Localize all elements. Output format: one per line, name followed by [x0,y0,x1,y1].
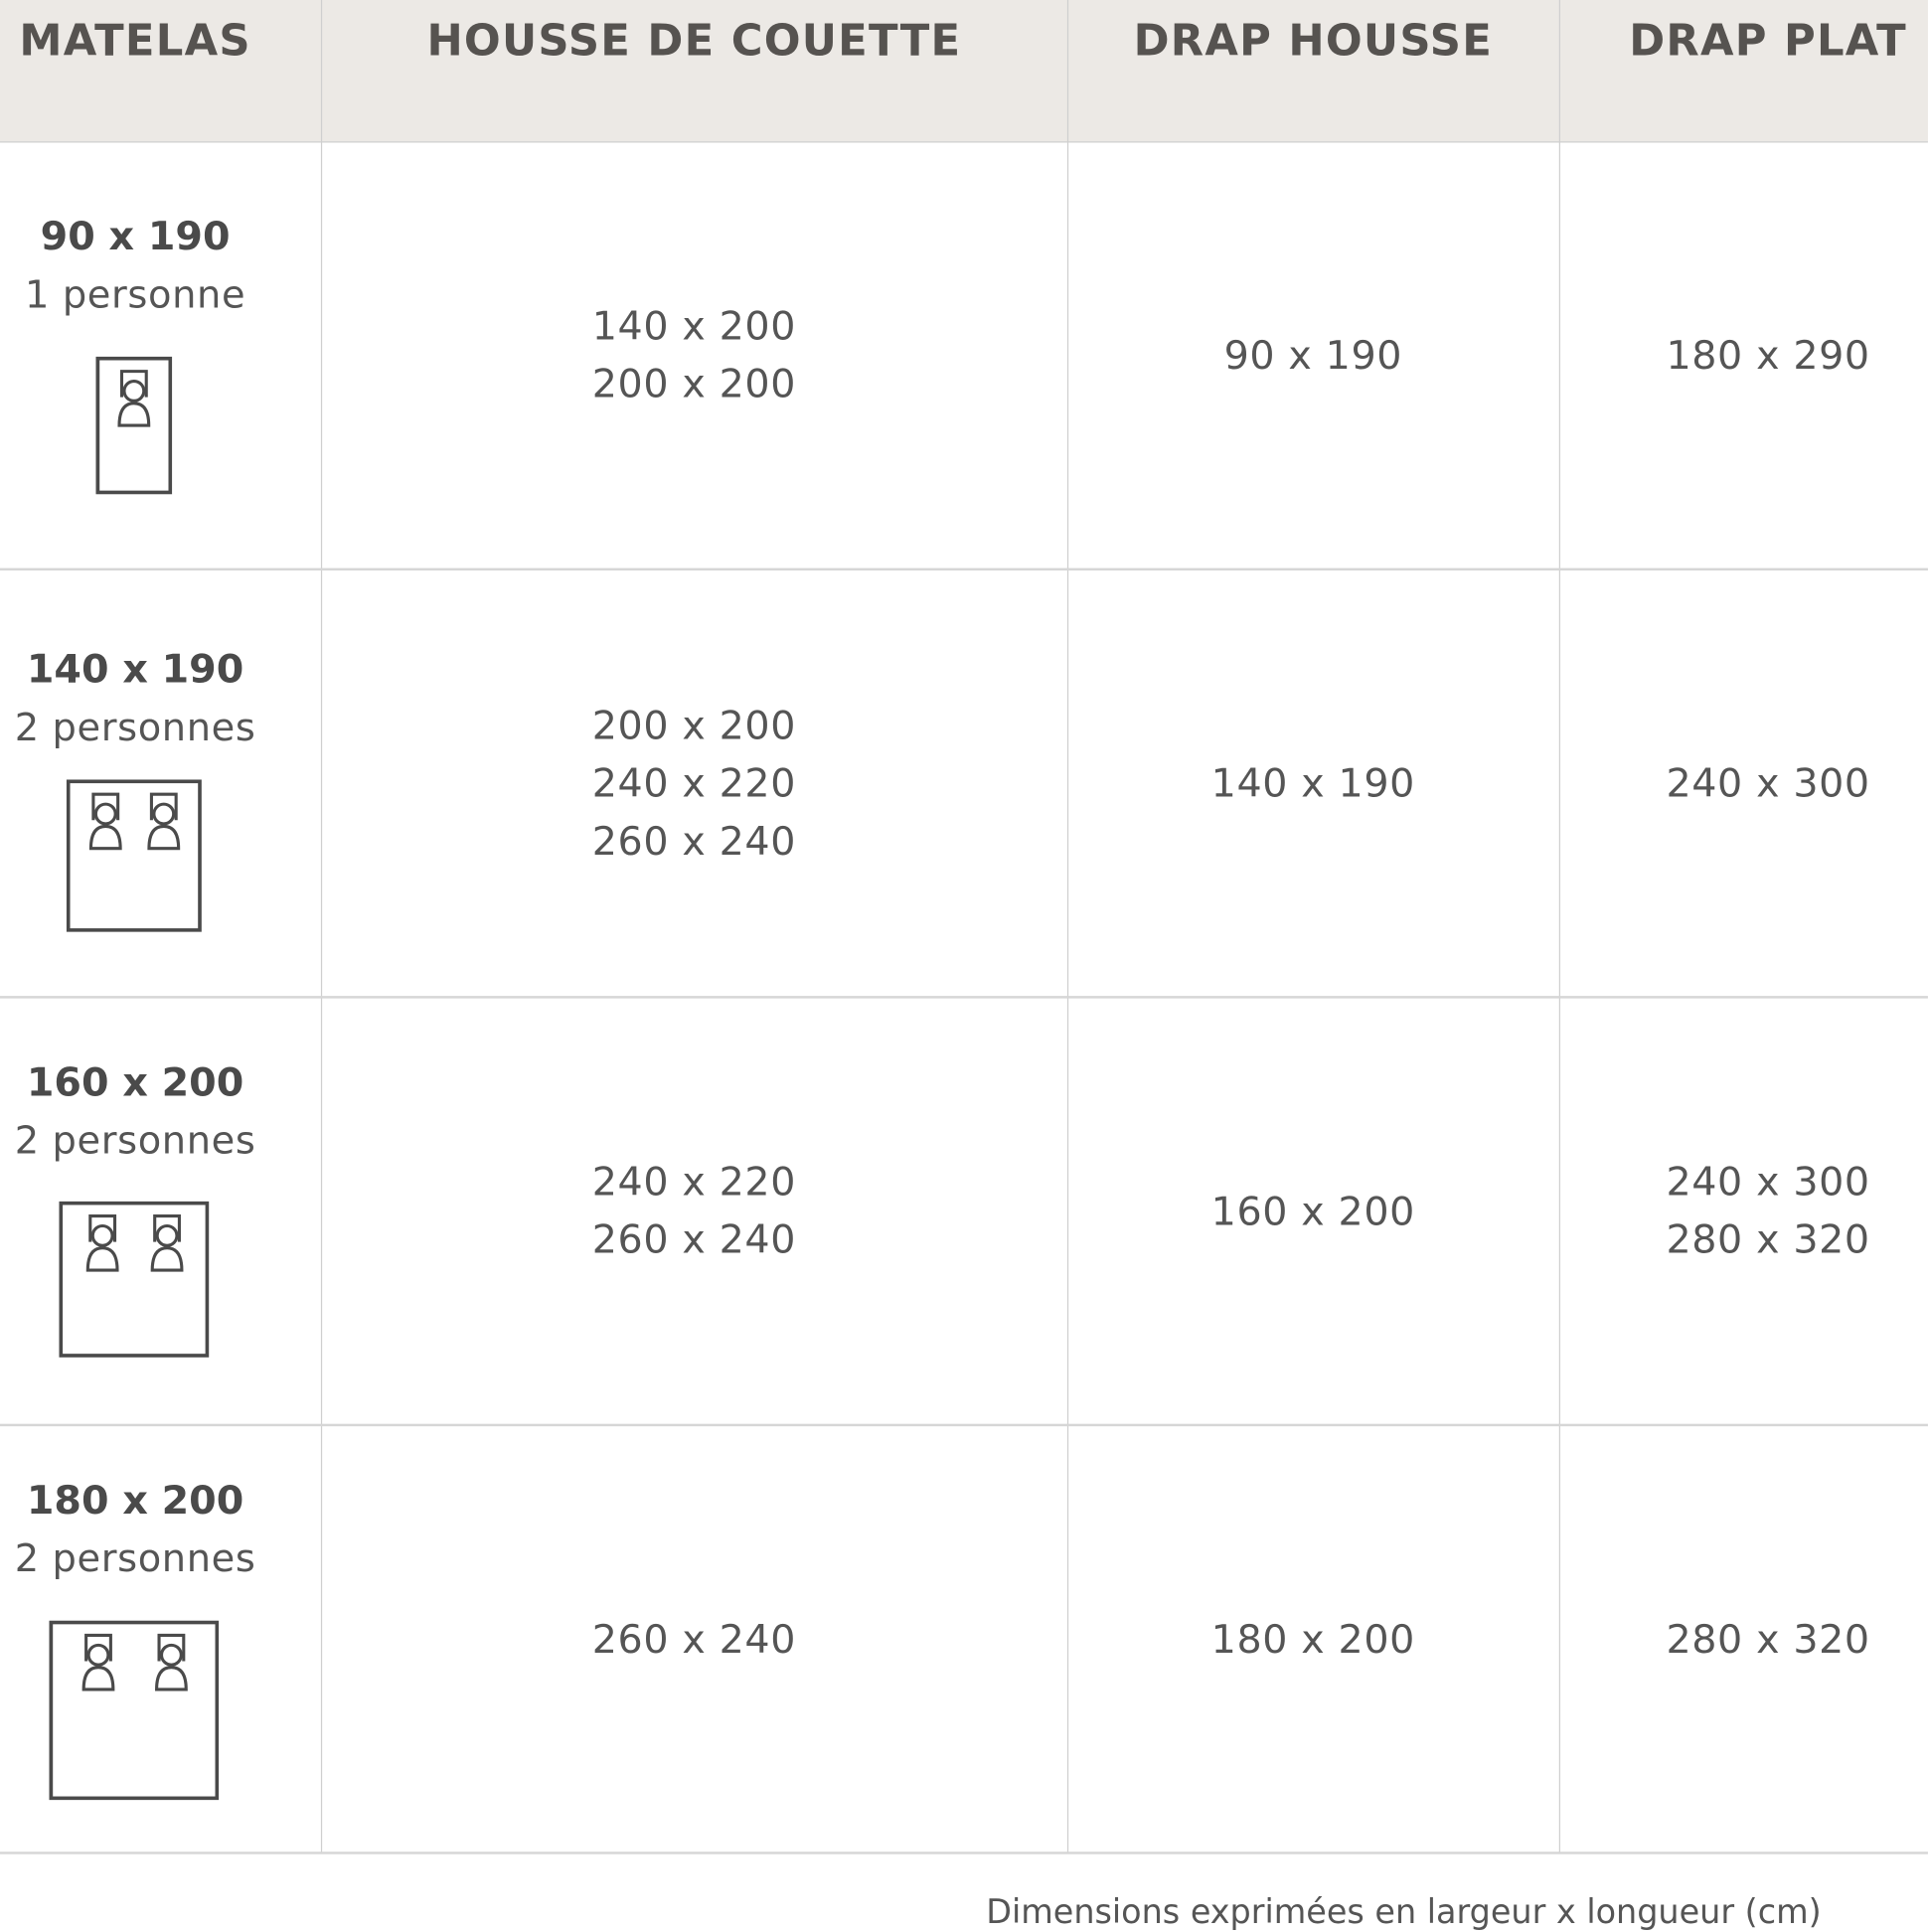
drap-plat-cell: 240 x 300 [1559,569,1928,998]
dimension-value: 200 x 200 [591,701,797,748]
dimension-value: 180 x 200 [1210,1615,1415,1663]
bed-single-icon [95,356,173,495]
matelas-size: 90 x 190 [40,213,231,260]
matelas-persons: 2 personnes [14,1536,256,1582]
drap-housse-cell: 90 x 190 [1067,141,1559,569]
matelas-cell: 160 x 200 2 personnes [0,1052,321,1171]
drap-housse-cell: 140 x 190 [1067,569,1559,998]
row-divider [0,1852,1928,1854]
dimension-value: 180 x 290 [1666,331,1870,379]
header-label: HOUSSE DE COUETTE [426,17,962,67]
bed-double-icon [49,1620,220,1801]
sleeper-icon [85,1214,119,1272]
header-label: DRAP HOUSSE [1133,17,1494,67]
column-divider [1558,0,1561,1853]
dimension-value: 260 x 240 [591,1215,797,1263]
column-divider [1066,0,1069,1853]
header-label: MATELAS [19,17,251,67]
header-matelas: MATELAS [0,0,321,141]
dimension-value: 260 x 240 [591,817,797,865]
dimension-value: 280 x 320 [1666,1215,1870,1263]
dimension-value: 140 x 200 [591,302,797,350]
drap-plat-cell: 240 x 300 280 x 320 [1559,997,1928,1425]
dimension-value: 160 x 200 [1210,1187,1415,1234]
housse-de-couette-cell: 200 x 200 240 x 220 260 x 240 [321,569,1067,998]
dimension-value: 240 x 300 [1666,758,1870,806]
matelas-cell: 140 x 190 2 personnes [0,639,321,757]
housse-de-couette-cell: 140 x 200 200 x 200 [321,141,1067,569]
matelas-size: 140 x 190 [26,645,244,693]
dimension-value: 90 x 190 [1223,331,1403,379]
dimension-value: 200 x 200 [591,360,797,407]
dimension-value: 280 x 320 [1666,1615,1870,1663]
sleeper-icon [150,1214,184,1272]
drap-plat-cell: 180 x 290 [1559,141,1928,569]
housse-de-couette-cell: 260 x 240 [321,1425,1067,1853]
matelas-persons: 2 personnes [14,706,256,750]
bed-double-icon [59,1201,210,1358]
dimension-value: 260 x 240 [591,1615,797,1663]
row-divider [0,996,1928,999]
sleeper-icon [81,1633,115,1691]
matelas-size: 180 x 200 [26,1476,244,1524]
drap-plat-cell: 280 x 320 [1559,1425,1928,1853]
drap-housse-cell: 180 x 200 [1067,1425,1559,1853]
sleeper-icon [155,1633,188,1691]
drap-housse-cell: 160 x 200 [1067,997,1559,1425]
header-drap-housse: DRAP HOUSSE [1067,0,1559,141]
matelas-persons: 1 personne [25,272,246,318]
dimension-value: 140 x 190 [1210,758,1415,806]
column-divider [320,0,323,1853]
header-label: DRAP PLAT [1629,17,1907,67]
housse-de-couette-cell: 240 x 220 260 x 240 [321,997,1067,1425]
matelas-cell: 180 x 200 2 personnes [0,1471,321,1589]
bed-double-icon [66,779,202,932]
sleeper-icon [117,370,151,427]
sleeper-icon [88,792,122,851]
sleeper-icon [147,792,181,851]
matelas-persons: 2 personnes [14,1118,256,1164]
dimension-value: 240 x 300 [1666,1158,1870,1206]
row-divider [0,1423,1928,1427]
dimension-value: 240 x 220 [591,758,797,806]
row-divider [0,567,1928,571]
matelas-cell: 90 x 190 1 personne [0,207,321,325]
dimension-value: 240 x 220 [591,1158,797,1206]
footnote: Dimensions exprimées en largeur x longue… [986,1893,1822,1932]
matelas-size: 160 x 200 [26,1058,244,1106]
header-drap-plat: DRAP PLAT [1559,0,1928,141]
header-housse-de-couette: HOUSSE DE COUETTE [321,0,1067,141]
